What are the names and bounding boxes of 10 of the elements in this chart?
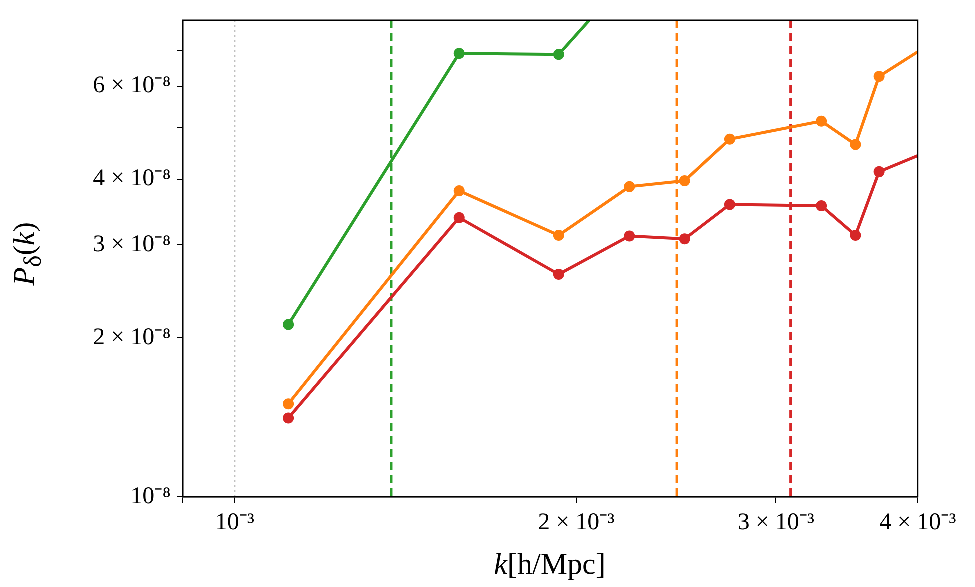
y-tick-label: 3 × 10⁻⁸ [93,232,171,258]
y-tick-label: 4 × 10⁻⁸ [93,166,171,192]
x-tick-label: 3 × 10⁻³ [738,510,815,536]
x-tick-label: 4 × 10⁻³ [880,510,956,536]
y-tick-label: 6 × 10⁻⁸ [93,72,171,99]
y-tick-label: 2 × 10⁻⁸ [93,324,171,350]
y-tick-label: 10⁻⁸ [130,483,171,510]
x-axis-title: k[h/Mpc] [493,548,607,582]
x-tick-label: 10⁻³ [215,510,255,536]
x-tick-label: 2 × 10⁻³ [538,510,615,536]
